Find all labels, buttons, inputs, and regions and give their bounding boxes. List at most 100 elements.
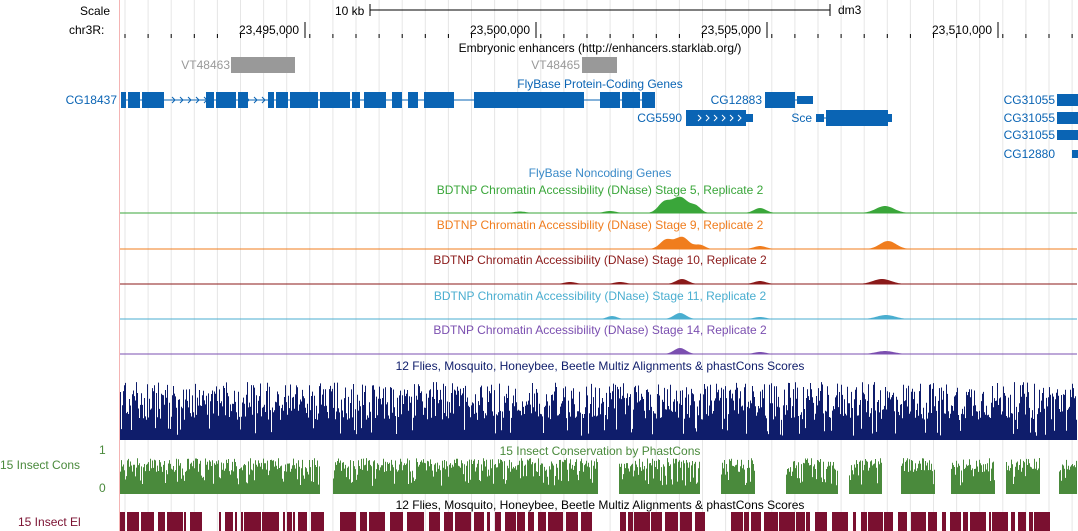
conserved-element xyxy=(566,512,578,531)
conserved-element xyxy=(806,512,810,531)
conserved-element xyxy=(495,512,501,531)
conserved-element xyxy=(898,512,907,531)
gene-cg31055-a-exon xyxy=(1057,94,1078,106)
gene-cg18437-exon xyxy=(121,92,126,108)
conserved-element xyxy=(487,512,490,531)
conserved-element xyxy=(581,512,592,531)
conserved-elements-track xyxy=(120,512,1050,531)
gene-cg18437-exon xyxy=(216,92,236,108)
gene-cg18437-exon xyxy=(128,92,140,108)
enhancer-label-vt48463[interactable]: VT48463 xyxy=(181,58,230,72)
conserved-element xyxy=(665,512,678,531)
dnase-stage11-title: BDTNP Chromatin Accessibility (DNase) St… xyxy=(433,289,767,303)
gene-cg18437-exon xyxy=(206,92,214,108)
dnase-track-4-signal xyxy=(120,313,1077,320)
gene-label-cg31055-b[interactable]: CG31055 xyxy=(1003,111,1055,125)
gene-cg18437-exon xyxy=(352,92,360,108)
conserved-element xyxy=(884,512,893,531)
conserved-element xyxy=(695,512,705,531)
conserved-element xyxy=(731,512,743,531)
conserved-element xyxy=(744,512,749,531)
chromosome-label: chr3R: xyxy=(69,23,105,37)
gene-strand-chevron xyxy=(697,114,702,122)
conserved-element xyxy=(538,512,546,531)
scale-label: Scale xyxy=(80,4,111,18)
gene-label-cg5590[interactable]: CG5590 xyxy=(637,111,682,125)
enhancers-track-title: Embryonic enhancers (http://enhancers.st… xyxy=(458,41,742,55)
gene-cg18437-exon xyxy=(276,92,288,108)
gene-cg12883-exon xyxy=(765,92,795,108)
conserved-element xyxy=(455,512,471,531)
conserved-element xyxy=(751,512,761,531)
phastcons-axis-min: 0 xyxy=(99,481,106,495)
gene-cg18437-exon xyxy=(320,92,350,108)
dnase-peaks xyxy=(120,313,1077,319)
conserved-element xyxy=(651,512,662,531)
multiz-conservation-bars xyxy=(120,382,1077,440)
gene-strand-chevron xyxy=(705,114,710,122)
scale-bar-label: 10 kb xyxy=(335,4,365,18)
dnase-track-1-signal xyxy=(120,196,1077,214)
assembly-label: dm3 xyxy=(838,3,862,17)
enhancer-block-vt48465 xyxy=(582,57,617,73)
conserved-element xyxy=(868,512,883,531)
phastcons-side-label[interactable]: 15 Insect Cons xyxy=(0,458,81,472)
conserved-element xyxy=(832,512,848,531)
gene-cg5590-exon xyxy=(686,110,746,126)
gene-strand-chevron xyxy=(737,114,742,122)
conserved-element xyxy=(429,512,440,531)
ruler-position-3: 23,505,000 xyxy=(700,23,762,37)
elements-side-label[interactable]: 15 Insect El xyxy=(18,515,81,529)
conserved-element xyxy=(942,512,946,531)
gene-cg18437-exon xyxy=(642,92,655,108)
gene-sce-exon xyxy=(826,110,888,126)
gene-cg18437-exon xyxy=(364,92,386,108)
dnase-stage9-title: BDTNP Chromatin Accessibility (DNase) St… xyxy=(436,218,764,232)
gene-label-cg12883[interactable]: CG12883 xyxy=(710,93,762,107)
conserved-element xyxy=(796,512,805,531)
gene-cg18437-exon xyxy=(238,92,248,108)
conserved-element xyxy=(1029,512,1033,531)
elements-track-title: 12 Flies, Mosquito, Honeybee, Beetle Mul… xyxy=(395,498,805,512)
conserved-element xyxy=(369,512,385,531)
conserved-element xyxy=(861,512,867,531)
dnase-track-5-signal xyxy=(120,348,1077,355)
conserved-element xyxy=(262,512,279,531)
conserved-element xyxy=(970,512,986,531)
conserved-element xyxy=(340,512,356,531)
conserved-element xyxy=(219,512,221,531)
gene-label-cg18437[interactable]: CG18437 xyxy=(65,93,117,107)
gene-cg18437-exon xyxy=(408,92,418,108)
conserved-element xyxy=(764,512,778,531)
gene-label-cg12880[interactable]: CG12880 xyxy=(1003,147,1055,161)
conserved-element xyxy=(235,512,237,531)
conserved-element xyxy=(390,512,403,531)
conserved-element xyxy=(634,512,650,531)
gene-label-sce[interactable]: Sce xyxy=(791,111,812,125)
conserved-element xyxy=(311,512,324,531)
conserved-element xyxy=(1018,512,1026,531)
gene-strand-chevron xyxy=(253,96,258,104)
gene-label-cg31055-a[interactable]: CG31055 xyxy=(1003,93,1055,107)
conserved-element xyxy=(283,512,285,531)
conserved-element xyxy=(141,512,154,531)
gene-strand-chevron xyxy=(203,96,208,104)
dnase-peaks xyxy=(120,279,1077,284)
gene-strand-chevron xyxy=(713,114,718,122)
gene-strand-chevron xyxy=(261,96,266,104)
conserved-element xyxy=(928,512,937,531)
conserved-element xyxy=(1034,512,1050,531)
gene-strand-chevron xyxy=(245,96,250,104)
conserved-element xyxy=(293,512,295,531)
gene-cg18437-exon xyxy=(392,92,402,108)
conserved-element xyxy=(628,512,633,531)
enhancer-label-vt48465[interactable]: VT48465 xyxy=(531,58,580,72)
conserved-element xyxy=(360,512,367,531)
phastcons-bars-path xyxy=(120,458,1077,494)
gene-strand-chevron xyxy=(195,96,200,104)
gene-label-cg31055-c[interactable]: CG31055 xyxy=(1003,128,1055,142)
conserved-element xyxy=(127,512,139,531)
